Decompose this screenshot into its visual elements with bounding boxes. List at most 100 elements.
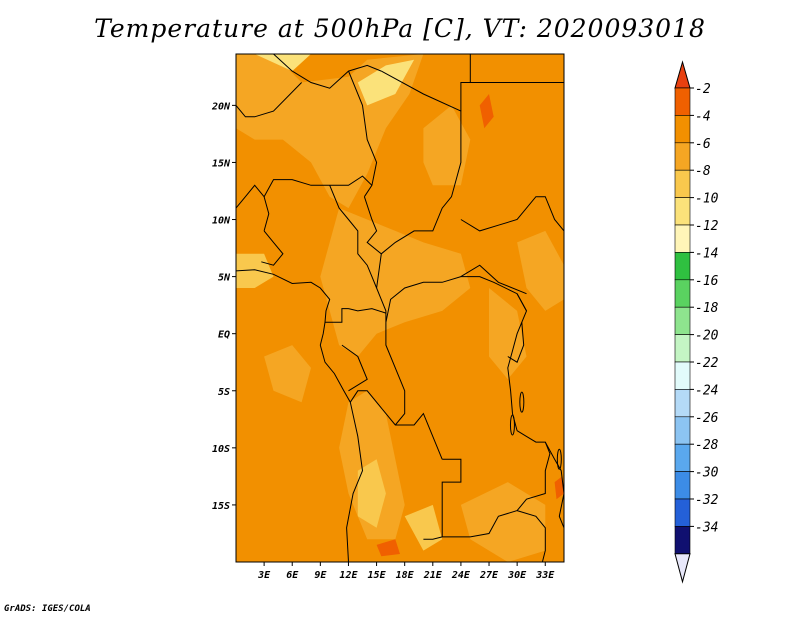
- lat-tick-label: 15S: [212, 501, 230, 512]
- border-line-5: [380, 70, 462, 255]
- colorbar-swatch: [674, 416, 691, 445]
- map-frame: [235, 53, 565, 563]
- temperature-field: [236, 54, 564, 562]
- colorbar: -2 -4 -6 -8 -10 -12 -14 -16 -18 -20 -22 -24 -26 -28 -3…: [674, 60, 719, 584]
- colorbar-label: -10: [695, 192, 719, 207]
- lon-tick-label: 27E: [479, 570, 499, 581]
- colorbar-label: -18: [695, 301, 719, 316]
- colorbar-label: -20: [695, 329, 719, 344]
- border-line-23: [507, 322, 525, 363]
- field-region-gulf: [264, 345, 311, 403]
- border-line-22: [235, 82, 302, 118]
- colorbar-swatch: [674, 87, 691, 116]
- grads-credit: GrADS: IGES/COLA: [4, 604, 91, 614]
- colorbar-label: -34: [695, 520, 718, 535]
- map-title: Temperature at 500hPa [C], VT: 202009301…: [94, 14, 706, 43]
- border-line-10: [507, 293, 528, 431]
- border-line-16: [325, 308, 349, 323]
- colorbar-swatch: [674, 142, 691, 171]
- colorbar-label: -4: [695, 109, 711, 124]
- colorbar-swatch: [674, 279, 691, 308]
- border-line-11: [423, 430, 551, 540]
- lon-tick-label: 3E: [257, 570, 271, 581]
- border-line-18: [235, 184, 270, 232]
- lake-outline-1: [509, 414, 515, 436]
- colorbar-label: -12: [695, 219, 719, 234]
- colorbar-label: -8: [695, 164, 711, 179]
- lon-tick-label: 9E: [314, 570, 327, 581]
- colorbar-swatch: [674, 498, 691, 527]
- lat-tick-label: 5N: [218, 273, 231, 284]
- border-line-0: [235, 269, 364, 563]
- colorbar-label: -28: [695, 438, 719, 453]
- colorbar-swatch: [674, 197, 691, 226]
- field-hot-spot-1: [479, 94, 494, 129]
- lon-tick-label: 33E: [535, 570, 555, 581]
- colorbar-swatch: [674, 306, 691, 335]
- border-line-6: [460, 54, 471, 112]
- colorbar-swatch: [674, 252, 691, 281]
- border-line-1: [273, 53, 382, 89]
- lat-tick-label: 10S: [212, 444, 230, 455]
- colorbar-swatch: [674, 169, 691, 198]
- border-line-3: [363, 196, 387, 323]
- lon-tick-label: 21E: [423, 570, 443, 581]
- colorbar-swatch: [674, 443, 691, 472]
- border-line-14: [385, 322, 406, 426]
- colorbar-label: -16: [695, 274, 719, 289]
- border-line-25: [516, 510, 546, 563]
- colorbar-top-arrow: [674, 60, 691, 89]
- field-hot-spot-2: [376, 539, 400, 557]
- border-line-4: [385, 276, 527, 323]
- border-line-24: [544, 441, 565, 528]
- border-line-17: [341, 344, 368, 392]
- border-line-13: [349, 390, 443, 460]
- lat-tick-label: EQ: [218, 330, 230, 341]
- colorbar-swatch: [674, 471, 691, 500]
- map-axis: 20N 15N 10N 5N EQ 5S 10S 15S 3E 6E 9E 12E 15E 18E 21E 2…: [211, 101, 555, 581]
- colorbar-bottom-arrow: [674, 553, 691, 584]
- lat-tick-label: 5S: [218, 387, 230, 398]
- lake-outline-2: [556, 448, 562, 470]
- colorbar-label: -2: [695, 82, 711, 97]
- colorbar-swatch: [674, 334, 691, 363]
- field-region-sudan: [423, 105, 471, 186]
- colorbar-swatch: [674, 389, 691, 418]
- field-region-east: [517, 230, 564, 311]
- lon-tick-label: 15E: [368, 570, 387, 581]
- lat-tick-label: 15N: [212, 158, 231, 169]
- colorbar-label: -14: [695, 246, 718, 261]
- lake-outline-0: [519, 391, 525, 413]
- field-region-lake: [489, 288, 527, 380]
- country-borders: [235, 53, 565, 563]
- colorbar-swatch: [674, 115, 691, 144]
- border-line-21: [329, 185, 378, 289]
- border-line-19: [261, 230, 284, 266]
- border-line-15: [348, 308, 387, 314]
- colorbar-label: -26: [695, 411, 719, 426]
- border-line-8: [460, 196, 565, 232]
- colorbar-label: -6: [695, 137, 711, 152]
- colorbar-swatch: [674, 526, 691, 555]
- border-line-20: [263, 175, 373, 197]
- lon-tick-label: 18E: [396, 570, 415, 581]
- colorbar-swatch: [674, 224, 691, 253]
- border-line-9: [460, 264, 527, 295]
- field-hot-spot-3: [554, 476, 564, 500]
- colorbar-label: -32: [695, 493, 719, 508]
- colorbar-label: -22: [695, 356, 719, 371]
- field-region-north-cool-2: [357, 59, 415, 106]
- field-region-angola-cool: [357, 459, 386, 528]
- colorbar-label: -24: [695, 383, 718, 398]
- border-line-2: [348, 70, 378, 197]
- lon-tick-label: 30E: [507, 570, 527, 581]
- lon-tick-label: 12E: [339, 570, 358, 581]
- colorbar-label: -30: [695, 466, 719, 481]
- lat-tick-label: 10N: [212, 216, 231, 227]
- colorbar-swatch: [674, 361, 691, 390]
- lat-tick-label: 20N: [211, 101, 231, 112]
- border-line-12: [441, 458, 462, 537]
- lon-tick-label: 24E: [451, 570, 471, 581]
- lon-tick-label: 6E: [286, 570, 299, 581]
